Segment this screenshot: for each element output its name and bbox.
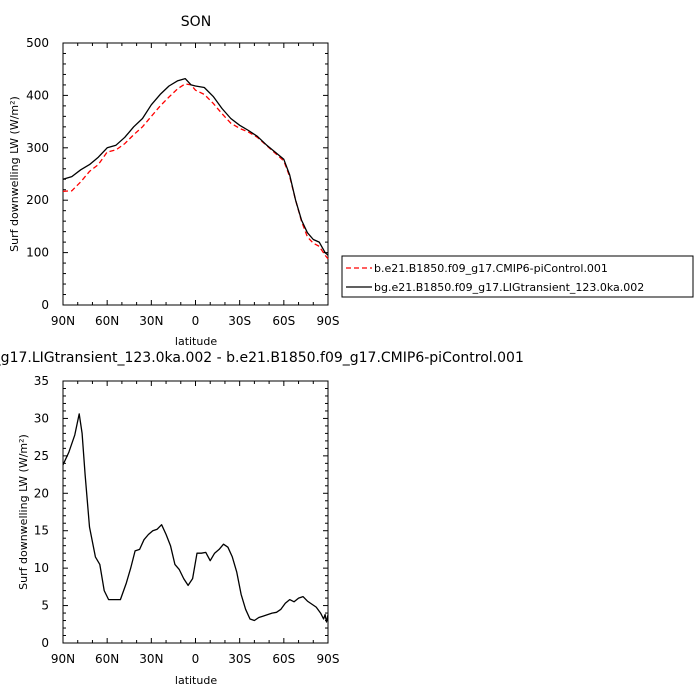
x-tick-label: 30S	[228, 652, 251, 666]
x-tick-label: 60N	[95, 652, 119, 666]
bottom-panel-ticks: 90N 60N 30N 0 30S 60S 90S 0 5 10 15 20 25 30 35	[34, 374, 340, 666]
x-tick-label: 90S	[317, 314, 340, 328]
bottom-panel-curves	[62, 413, 329, 623]
x-tick-label: 90N	[51, 652, 75, 666]
y-tick-label: 200	[26, 193, 49, 207]
top-panel-y-axis-label: Surf downwelling LW (W/m²)	[8, 96, 21, 252]
bottom-panel-y-axis-label: Surf downwelling LW (W/m²)	[17, 434, 30, 590]
y-tick-label: 500	[26, 36, 49, 50]
series-line-1-0	[62, 413, 329, 623]
x-tick-label: 90N	[51, 314, 75, 328]
bottom-panel: bg.e21.B1850.f09_g17.LIGtransient_123.0k…	[0, 350, 524, 687]
x-tick-label: 30S	[228, 314, 251, 328]
legend-box	[341, 255, 694, 298]
top-panel-ticks: 90N 60N 30N 0 30S 60S 90S 0 100 200 300 400 500	[26, 36, 339, 328]
y-tick-label: 20	[34, 486, 49, 500]
x-tick-label: 0	[192, 314, 200, 328]
legend-label-picontrol: b.e21.B1850.f09_g17.CMIP6-piControl.001	[374, 262, 608, 275]
y-tick-label: 0	[41, 636, 49, 650]
y-tick-label: 300	[26, 141, 49, 155]
top-panel-curves	[62, 77, 329, 260]
y-tick-label: 0	[41, 298, 49, 312]
bottom-panel-x-axis-label: latitude	[175, 674, 217, 687]
y-tick-label: 400	[26, 88, 49, 102]
x-tick-label: 60N	[95, 314, 119, 328]
series-line-0-0	[62, 83, 329, 260]
y-tick-label: 100	[26, 246, 49, 260]
x-tick-label: 90S	[317, 652, 340, 666]
bottom-panel-title: bg.e21.B1850.f09_g17.LIGtransient_123.0k…	[0, 350, 524, 366]
top-panel-x-axis-label: latitude	[175, 335, 217, 348]
x-tick-label: 60S	[272, 314, 295, 328]
series-line-0-1	[62, 77, 329, 256]
y-tick-label: 15	[34, 524, 49, 538]
y-tick-label: 35	[34, 374, 49, 388]
y-tick-label: 10	[34, 561, 49, 575]
top-panel-title: SON	[181, 14, 211, 30]
x-tick-label: 30N	[139, 314, 163, 328]
legend: b.e21.B1850.f09_g17.CMIP6-piControl.001 …	[341, 255, 694, 298]
x-tick-label: 0	[192, 652, 200, 666]
y-tick-label: 25	[34, 449, 49, 463]
x-tick-label: 60S	[272, 652, 295, 666]
x-tick-label: 30N	[139, 652, 163, 666]
legend-label-ligtransient: bg.e21.B1850.f09_g17.LIGtransient_123.0k…	[374, 281, 644, 294]
y-tick-label: 30	[34, 411, 49, 425]
top-panel: SON 90N 60N 30N 0 30S 60S 90S0100200300400500 …	[8, 14, 694, 348]
y-tick-label: 5	[41, 599, 49, 613]
